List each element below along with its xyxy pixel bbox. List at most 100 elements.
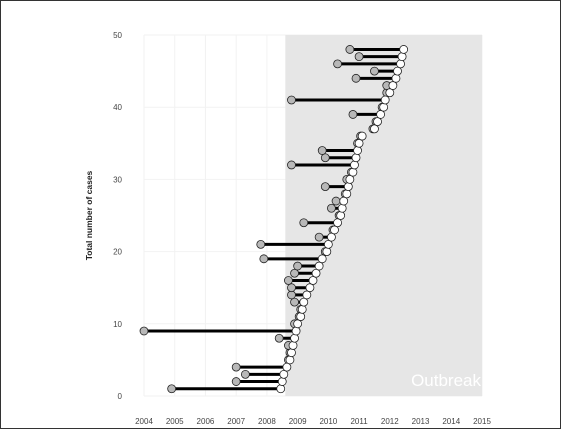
case-end-points [276, 45, 409, 394]
x-axis-ticks: 2004 2005 2006 2007 2008 2009 2010 2011 2012 2013… [135, 417, 491, 426]
case-start-point-8 [139, 326, 149, 336]
case-start-point-21 [314, 232, 324, 242]
y-tick-label-0: 0 [118, 392, 123, 401]
case-start-point-0 [167, 384, 177, 394]
outbreak-region [285, 35, 482, 396]
case-start-point-23 [299, 218, 309, 228]
case-end-point-33 [353, 146, 362, 155]
x-tick-label-4: 2008 [258, 417, 276, 426]
case-start-point-47 [345, 45, 355, 54]
case-end-point-4 [285, 355, 295, 365]
case-start-point-12 [290, 297, 299, 307]
case-end-point-15 [308, 276, 318, 285]
case-start-point-15 [284, 276, 293, 285]
case-start-point-28 [320, 182, 330, 192]
case-end-point-26 [339, 196, 349, 206]
y-tick-label-2: 20 [113, 248, 122, 257]
case-end-point-47 [399, 45, 409, 54]
case-start-point-20 [256, 239, 266, 249]
case-end-point-13 [302, 290, 312, 300]
case-start-point-44 [370, 66, 379, 76]
case-end-point-40 [380, 95, 390, 105]
x-tick-label-0: 2004 [135, 417, 153, 426]
case-end-point-9 [293, 319, 303, 329]
case-end-point-5 [287, 348, 296, 358]
x-tick-label-10: 2014 [442, 417, 460, 426]
x-tick-label-3: 2007 [227, 417, 245, 426]
case-end-point-7 [290, 333, 299, 343]
case-start-point-33 [317, 146, 327, 155]
case-start-point-18 [259, 254, 269, 264]
case-start-point-7 [274, 333, 284, 343]
case-end-point-34 [354, 138, 364, 148]
case-end-point-44 [393, 66, 402, 76]
case-end-point-32 [351, 153, 361, 163]
case-end-point-45 [396, 59, 405, 69]
case-end-point-27 [342, 189, 352, 199]
case-end-point-0 [276, 384, 286, 394]
case-start-point-25 [327, 203, 336, 213]
x-tick-label-8: 2012 [381, 417, 399, 426]
x-tick-label-9: 2013 [412, 417, 430, 426]
y-tick-label-3: 30 [113, 175, 122, 184]
x-tick-label-7: 2011 [350, 417, 368, 426]
case-start-point-3 [231, 362, 241, 372]
case-end-point-36 [370, 124, 379, 134]
case-start-point-1 [231, 377, 241, 386]
x-tick-label-2: 2006 [197, 417, 215, 426]
y-axis-ticks: 0 10 20 30 40 50 [113, 31, 122, 401]
case-end-point-43 [391, 73, 401, 83]
case-end-point-18 [317, 254, 327, 264]
case-end-point-1 [277, 377, 287, 386]
case-end-point-22 [330, 225, 339, 235]
case-end-point-8 [291, 326, 301, 336]
case-end-point-28 [343, 182, 353, 192]
case-start-point-31 [287, 160, 296, 170]
case-end-point-29 [345, 174, 355, 184]
case-end-point-46 [397, 52, 407, 62]
case-start-point-32 [320, 153, 330, 163]
x-tick-label-1: 2005 [166, 417, 184, 426]
case-end-point-11 [297, 304, 307, 314]
case-start-point-17 [293, 261, 303, 271]
case-end-point-2 [279, 369, 289, 379]
case-end-point-14 [305, 283, 315, 293]
case-end-point-23 [333, 218, 342, 228]
case-end-point-41 [385, 88, 395, 98]
case-end-point-31 [350, 160, 359, 170]
case-end-point-24 [336, 211, 346, 220]
case-end-point-16 [311, 268, 321, 278]
case-start-point-14 [287, 283, 296, 293]
case-end-point-19 [322, 247, 332, 257]
case-end-point-6 [288, 341, 298, 350]
x-tick-label-11: 2015 [473, 417, 491, 426]
case-end-point-25 [337, 203, 347, 213]
case-start-point-40 [287, 95, 296, 105]
x-tick-label-5: 2009 [289, 417, 307, 426]
case-start-point-45 [333, 59, 342, 69]
case-end-point-12 [299, 297, 309, 307]
case-start-point-13 [287, 290, 296, 300]
case-start-point-2 [240, 369, 250, 379]
case-start-point-26 [331, 196, 341, 206]
case-start-point-38 [348, 110, 358, 119]
case-start-point-16 [290, 268, 299, 278]
outbreak-label: Outbreak [411, 371, 481, 390]
case-end-point-17 [314, 261, 324, 271]
case-end-point-39 [379, 102, 389, 112]
case-end-point-35 [357, 131, 367, 141]
y-tick-label-5: 50 [113, 31, 122, 40]
case-end-point-37 [373, 117, 382, 127]
x-tick-label-6: 2010 [319, 417, 337, 426]
y-axis-label: Total number of cases [84, 170, 94, 260]
y-tick-label-1: 10 [113, 320, 122, 329]
case-end-point-42 [388, 81, 398, 90]
case-end-point-38 [376, 110, 386, 119]
case-end-point-20 [323, 239, 333, 249]
y-tick-label-4: 40 [113, 103, 122, 112]
case-start-point-43 [351, 73, 361, 83]
case-end-point-10 [296, 312, 306, 321]
case-start-point-46 [354, 52, 364, 62]
case-end-point-21 [327, 232, 336, 242]
